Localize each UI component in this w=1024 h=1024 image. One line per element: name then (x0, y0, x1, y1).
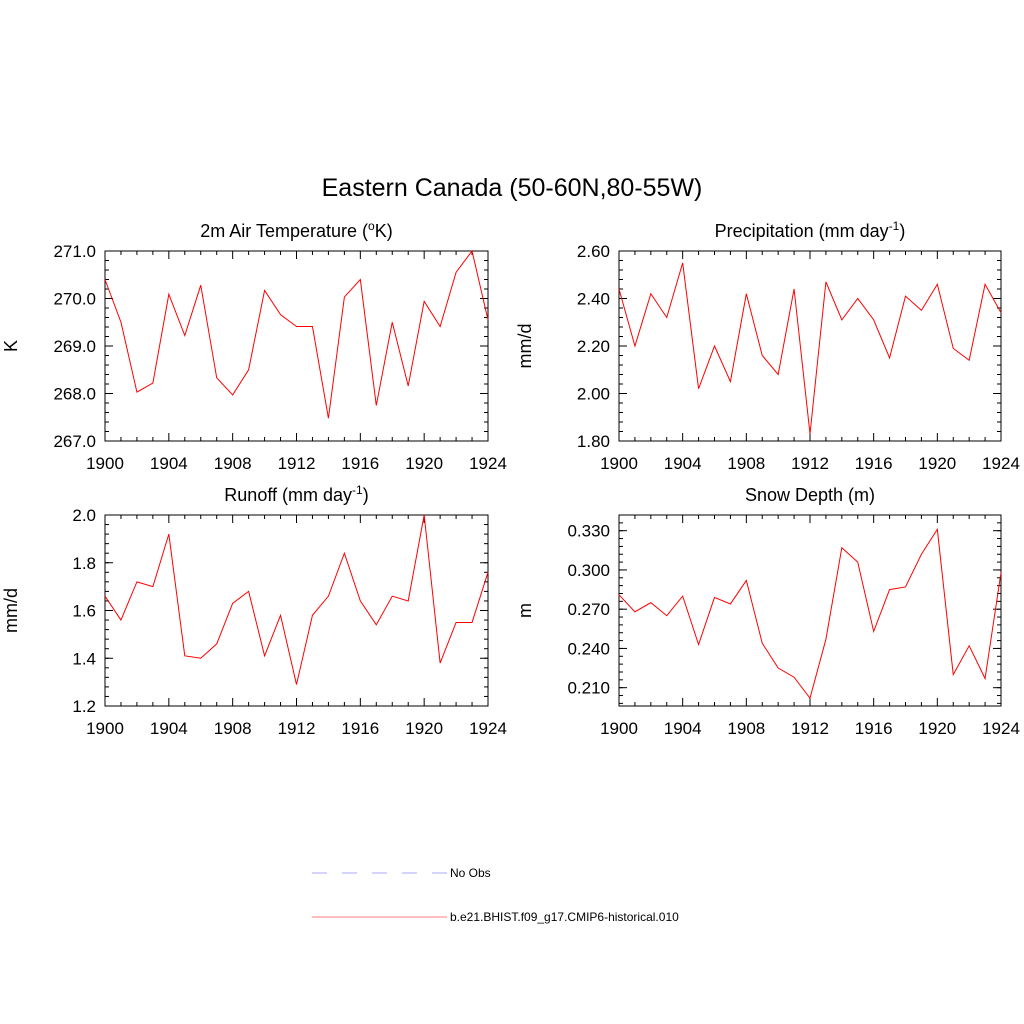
panel-title-superscript: -1 (352, 483, 363, 497)
x-tick-label: 1912 (791, 719, 829, 738)
x-tick-label: 1912 (278, 454, 316, 473)
y-tick-label: 1.4 (72, 649, 96, 668)
panel-title-text: Precipitation (mm day (715, 221, 889, 241)
x-tick-label: 1904 (150, 719, 188, 738)
y-axis-label: mm/d (1, 588, 21, 633)
panel-title-suffix: K) (375, 221, 393, 241)
y-tick-label: 1.6 (72, 602, 96, 621)
x-tick-label: 1900 (86, 719, 124, 738)
x-tick-label: 1908 (727, 719, 765, 738)
y-tick-label: 269.0 (53, 337, 96, 356)
series-line (618, 262, 1002, 434)
panel-title-superscript: o (368, 219, 375, 233)
y-tick-label: 2.60 (577, 242, 610, 261)
y-tick-label: 0.210 (567, 679, 610, 698)
legend-label-2: b.e21.BHIST.f09_g17.CMIP6-historical.010 (450, 910, 679, 924)
x-tick-label: 1924 (469, 454, 507, 473)
panel-title-text: Runoff (mm day (224, 485, 352, 505)
x-tick-label: 1900 (86, 454, 124, 473)
y-tick-label: 0.270 (567, 600, 610, 619)
y-tick-label: 1.8 (72, 554, 96, 573)
x-tick-label: 1916 (855, 454, 893, 473)
series-line (104, 249, 489, 419)
y-tick-label: 271.0 (53, 242, 96, 261)
x-tick-label: 1904 (664, 454, 702, 473)
panel-title-suffix: ) (363, 485, 369, 505)
panel-title: Precipitation (mm day-1) (715, 219, 906, 241)
plot-frame (104, 514, 489, 707)
y-tick-label: 0.300 (567, 561, 610, 580)
x-tick-label: 1924 (982, 719, 1020, 738)
y-tick-label: 2.40 (577, 290, 610, 309)
x-tick-label: 1920 (918, 454, 956, 473)
y-tick-label: 0.330 (567, 522, 610, 541)
x-tick-label: 1908 (214, 719, 252, 738)
figure-title: Eastern Canada (50-60N,80-55W) (322, 174, 703, 202)
x-tick-label: 1916 (855, 719, 893, 738)
panel-title: Snow Depth (m) (745, 485, 875, 505)
x-tick-label: 1908 (214, 454, 252, 473)
y-tick-label: 2.00 (577, 385, 610, 404)
y-tick-label: 2.20 (577, 337, 610, 356)
panel-1: 2m Air Temperature (oK) K 1900 1904 1908 1912… (1, 219, 507, 473)
x-tick-label: 1900 (600, 454, 638, 473)
y-tick-label: 2.0 (72, 506, 96, 525)
panel-title-suffix: ) (899, 221, 905, 241)
plot-frame (618, 250, 1002, 442)
series-line (618, 527, 1002, 700)
x-tick-label: 1912 (791, 454, 829, 473)
y-tick-label: 270.0 (53, 290, 96, 309)
panel-3: Runoff (mm day-1) mm/d 1900 1904 1908 1912 191… (1, 483, 507, 738)
panel-title-superscript: -1 (889, 219, 900, 233)
x-tick-label: 1920 (918, 719, 956, 738)
x-tick-label: 1916 (341, 719, 379, 738)
y-axis-label: K (1, 340, 21, 352)
x-tick-label: 1900 (600, 719, 638, 738)
y-tick-label: 267.0 (53, 432, 96, 451)
x-tick-label: 1908 (727, 454, 765, 473)
plot-frame (618, 514, 1002, 707)
panel-title-text: 2m Air Temperature ( (200, 221, 368, 241)
x-tick-label: 1924 (469, 719, 507, 738)
x-tick-label: 1924 (982, 454, 1020, 473)
x-tick-label: 1916 (341, 454, 379, 473)
y-tick-label: 1.80 (577, 432, 610, 451)
panel-2: Precipitation (mm day-1) mm/d 1900 1904 1908… (515, 219, 1020, 473)
legend: No Obs b.e21.BHIST.f09_g17.CMIP6-historic… (312, 866, 679, 924)
y-tick-label: 0.240 (567, 639, 610, 658)
y-axis-label: m (515, 603, 535, 618)
y-tick-label: 1.2 (72, 697, 96, 716)
plot-frame (104, 250, 489, 442)
x-tick-label: 1920 (405, 454, 443, 473)
x-tick-label: 1912 (278, 719, 316, 738)
panels: 2m Air Temperature (oK) K 1900 1904 1908 1912… (1, 219, 1020, 738)
x-tick-label: 1904 (150, 454, 188, 473)
y-tick-label: 268.0 (53, 385, 96, 404)
series-line (104, 514, 489, 685)
panel-title-text: Snow Depth (m) (745, 485, 875, 505)
legend-label-1: No Obs (450, 866, 491, 880)
y-axis-label: mm/d (515, 324, 535, 369)
panel-4: Snow Depth (m) m 1900 1904 1908 1912 1916 1920 1… (515, 485, 1020, 738)
panel-title: Runoff (mm day-1) (224, 483, 368, 505)
x-tick-label: 1920 (405, 719, 443, 738)
x-tick-label: 1904 (664, 719, 702, 738)
panel-title: 2m Air Temperature (oK) (200, 219, 392, 241)
